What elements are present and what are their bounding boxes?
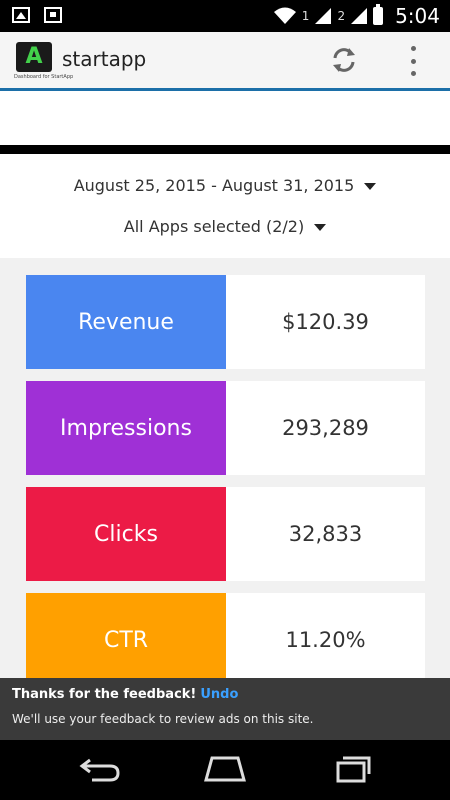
apps-label: All Apps selected (2/2) — [123, 217, 305, 236]
caret-down-icon — [364, 183, 377, 190]
metric-value: 11.20% — [285, 628, 366, 652]
feedback-toast: Thanks for the feedback! Undo We'll use y… — [0, 678, 450, 740]
overflow-menu-icon[interactable] — [408, 46, 418, 76]
metric-label: Impressions — [26, 381, 226, 475]
refresh-icon[interactable] — [330, 46, 358, 74]
divider — [0, 88, 450, 91]
date-range-label: August 25, 2015 - August 31, 2015 — [73, 176, 355, 195]
signal-icon — [315, 8, 332, 24]
metric-label: CTR — [26, 593, 226, 687]
divider — [0, 145, 450, 154]
image-icon — [12, 7, 30, 23]
metric-card-clicks[interactable]: Clicks 32,833 — [26, 487, 425, 581]
back-icon[interactable] — [78, 754, 122, 784]
wifi-icon — [273, 7, 296, 24]
metric-value: $120.39 — [282, 310, 369, 334]
logo-caption: Dashboard for StartApp — [14, 74, 74, 80]
metric-label: Revenue — [26, 275, 226, 369]
home-icon[interactable] — [202, 754, 248, 784]
metric-value: 293,289 — [282, 416, 369, 440]
sim1-label: 1 — [301, 9, 310, 23]
content-strip — [0, 91, 450, 145]
navigation-bar — [0, 740, 450, 800]
metric-card-ctr[interactable]: CTR 11.20% — [26, 593, 425, 687]
toast-message: We'll use your feedback to review ads on… — [12, 712, 314, 726]
app-logo[interactable]: A — [16, 42, 52, 72]
app-bar: A Dashboard for StartApp startapp — [0, 32, 450, 88]
apps-dropdown[interactable]: All Apps selected (2/2) — [0, 217, 450, 236]
status-bar: 1 2 5:04 — [0, 0, 450, 32]
recents-icon[interactable] — [328, 754, 372, 784]
screenshot-icon — [44, 7, 62, 23]
filters-panel: August 25, 2015 - August 31, 2015 All Ap… — [0, 154, 450, 258]
clock: 5:04 — [395, 4, 440, 28]
toast-title: Thanks for the feedback! — [12, 687, 197, 702]
caret-down-icon — [314, 224, 327, 231]
metric-card-revenue[interactable]: Revenue $120.39 — [26, 275, 425, 369]
undo-link[interactable]: Undo — [200, 687, 239, 702]
metric-card-impressions[interactable]: Impressions 293,289 — [26, 381, 425, 475]
date-range-dropdown[interactable]: August 25, 2015 - August 31, 2015 — [0, 176, 450, 195]
app-title: startapp — [62, 47, 147, 71]
sim2-label: 2 — [337, 9, 346, 23]
metric-value: 32,833 — [288, 522, 363, 546]
battery-icon — [373, 4, 384, 25]
signal-icon — [351, 8, 368, 24]
metric-label: Clicks — [26, 487, 226, 581]
